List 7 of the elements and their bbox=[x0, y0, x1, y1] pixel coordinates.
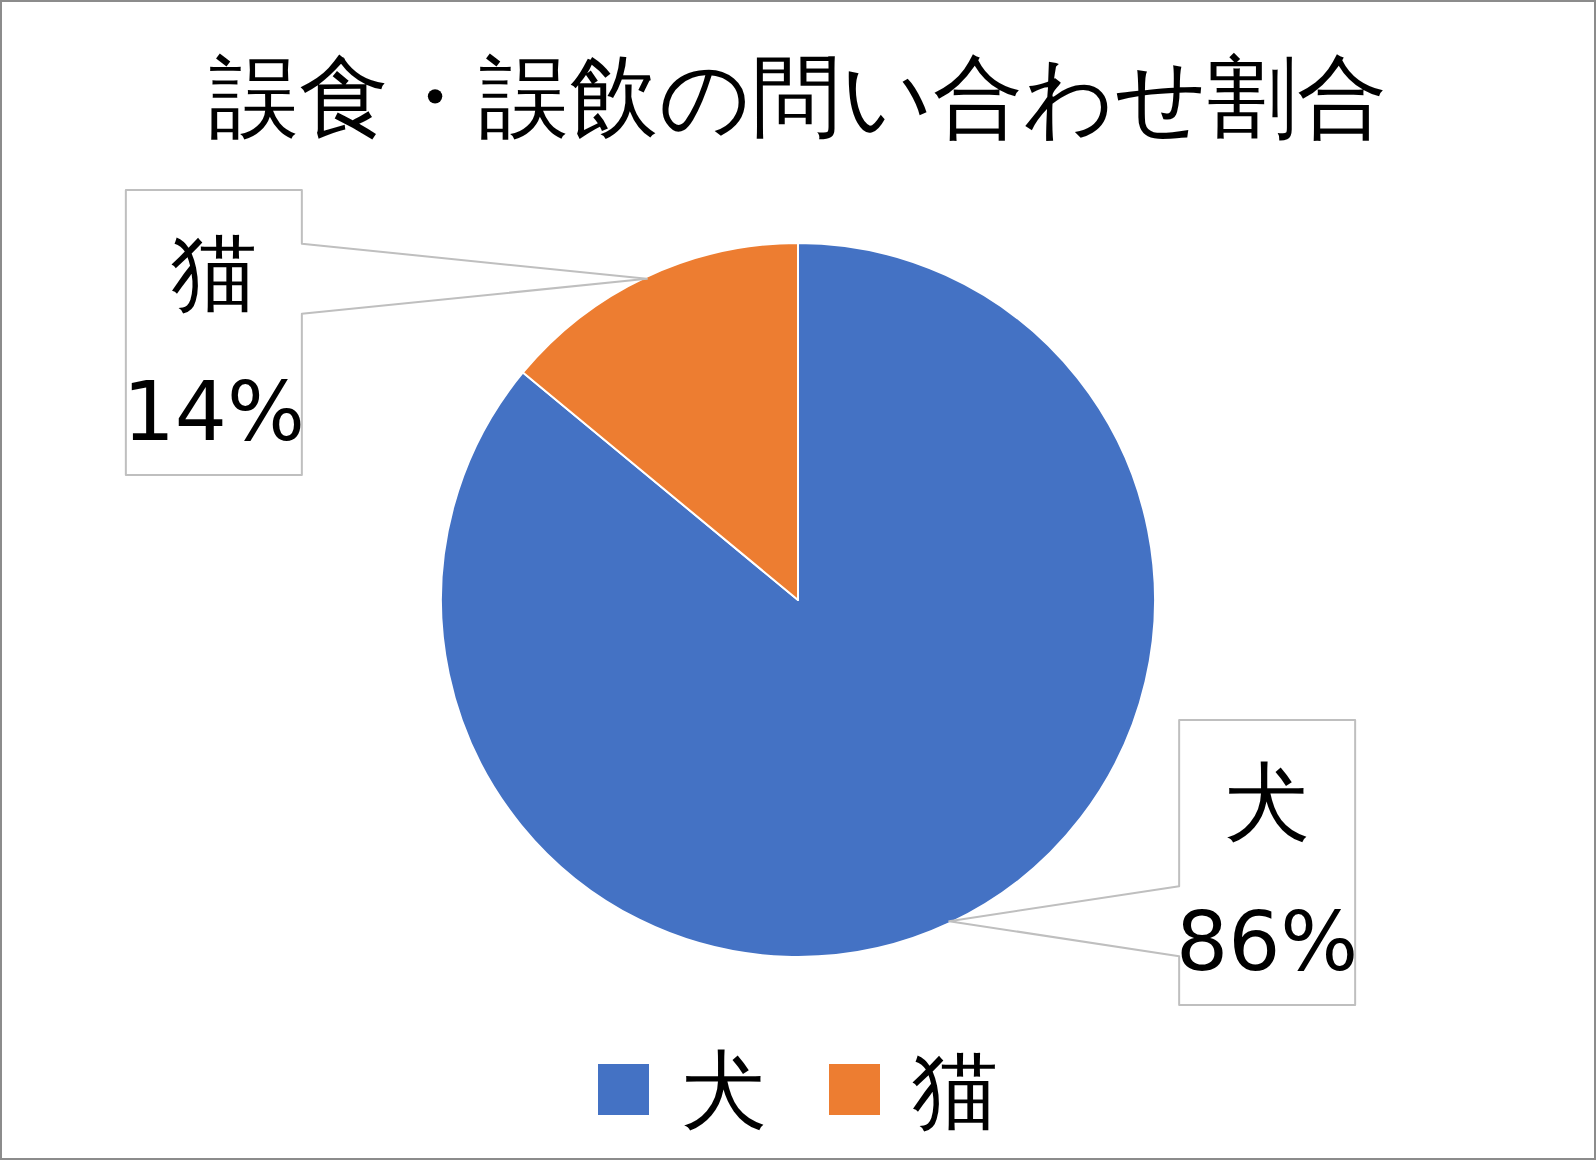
legend-label: 犬 bbox=[681, 1039, 767, 1140]
title: 誤食・誤飲の問い合わせ割合 bbox=[209, 44, 1387, 149]
legend-label: 猫 bbox=[912, 1039, 998, 1140]
slice-label: 猫 bbox=[170, 222, 257, 322]
data-label: 14% bbox=[122, 364, 305, 459]
data-label: 86% bbox=[1176, 894, 1359, 989]
slice-label: 犬 bbox=[1224, 752, 1311, 852]
